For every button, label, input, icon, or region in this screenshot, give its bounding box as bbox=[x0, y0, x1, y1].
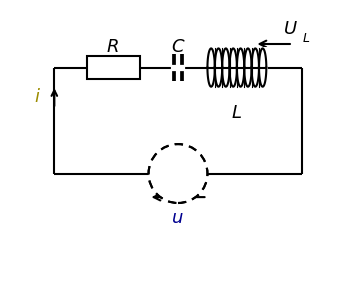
Text: R: R bbox=[107, 38, 120, 56]
Text: L: L bbox=[303, 32, 310, 45]
Text: C: C bbox=[172, 38, 184, 56]
Text: i: i bbox=[34, 88, 39, 106]
Text: u: u bbox=[172, 209, 184, 227]
Bar bbox=[87, 56, 140, 79]
Bar bbox=[206, 47, 268, 88]
Text: U: U bbox=[284, 20, 297, 38]
Circle shape bbox=[148, 144, 208, 203]
Text: L: L bbox=[232, 104, 242, 122]
